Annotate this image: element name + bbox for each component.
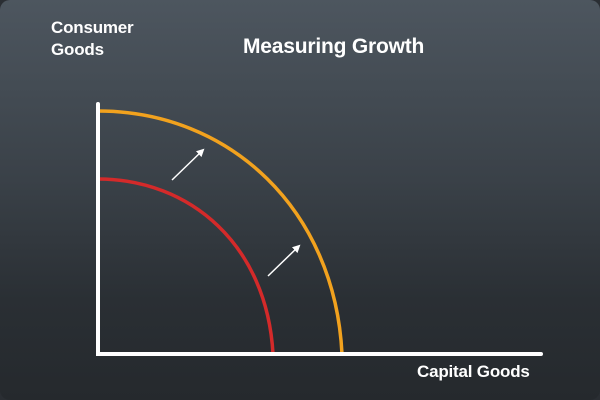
growth-arrow-lower xyxy=(267,244,301,277)
axes xyxy=(96,102,543,356)
y-axis-label-line1: Consumer xyxy=(51,18,134,37)
diagram-title: Measuring Growth xyxy=(243,35,425,58)
outer-ppf-curve xyxy=(97,109,344,355)
y-axis-label-line2: Goods xyxy=(51,40,104,59)
inner-ppf-curve xyxy=(97,177,275,355)
growth-arrow-upper xyxy=(171,148,205,181)
x-axis-label: Capital Goods xyxy=(417,362,530,381)
y-axis-label: Consumer Goods xyxy=(51,17,134,61)
